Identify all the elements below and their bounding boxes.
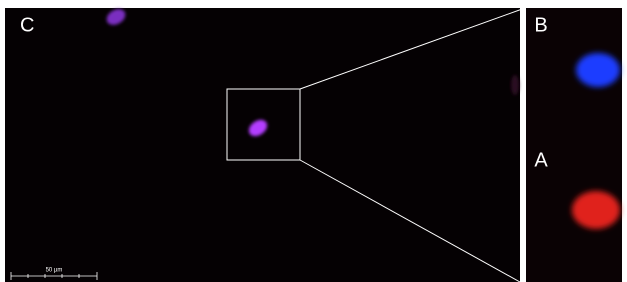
side-panel xyxy=(526,8,622,282)
panel-label: A xyxy=(534,149,548,171)
panel-label: C xyxy=(20,14,34,36)
page: C 50 µm B A (() => { const data = JSON.p… xyxy=(0,0,627,282)
scale-label: 50 µm xyxy=(46,268,63,274)
cell-red xyxy=(572,191,620,229)
cell-faint xyxy=(511,75,519,95)
cell-blue xyxy=(576,53,620,87)
figure: C 50 µm B A xyxy=(0,0,627,282)
panel-label: B xyxy=(534,14,547,36)
main-panel xyxy=(5,8,520,282)
